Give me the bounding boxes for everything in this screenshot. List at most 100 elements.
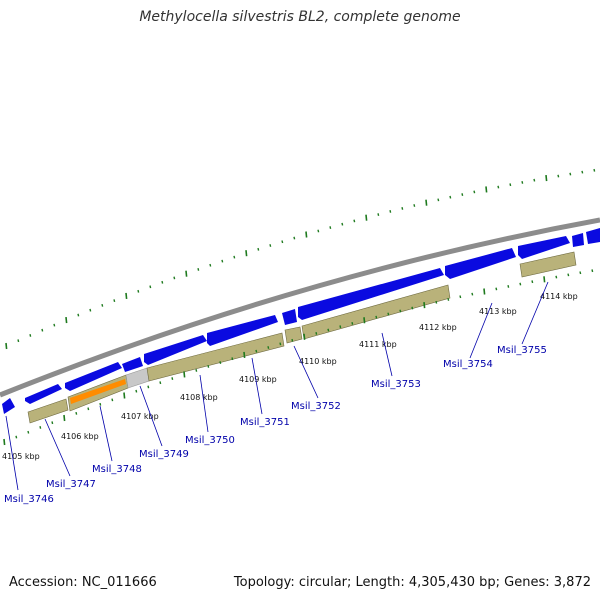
gene-label[interactable]: Msil_3751 [240, 417, 290, 428]
cds-bars [27, 251, 577, 424]
minor-tick [557, 174, 560, 178]
minor-tick [435, 300, 438, 304]
gene-arrows [2, 228, 600, 414]
minor-tick [555, 275, 558, 279]
minor-tick [533, 178, 536, 182]
cds-bar[interactable] [284, 326, 303, 344]
minor-tick [233, 255, 236, 259]
map-title: Methylocella silvestris BL2, complete ge… [139, 9, 461, 25]
major-tick [185, 270, 188, 277]
gene-arrow[interactable] [298, 268, 444, 320]
minor-tick [39, 426, 42, 429]
minor-tick [461, 193, 464, 196]
minor-tick [459, 295, 462, 299]
major-tick [485, 186, 488, 193]
minor-tick [221, 259, 224, 263]
minor-tick [219, 361, 222, 364]
minor-tick [447, 298, 450, 301]
minor-tick [27, 430, 30, 434]
accession-text: Accession: NC_011666 [9, 575, 157, 590]
minor-tick [89, 308, 92, 312]
minor-tick [519, 282, 522, 286]
gene-label[interactable]: Msil_3749 [139, 449, 189, 460]
gene-arrow[interactable] [65, 362, 122, 391]
major-tick [483, 288, 486, 295]
minor-tick [149, 285, 152, 289]
major-tick [365, 214, 368, 221]
minor-tick [389, 210, 392, 213]
leader-line [293, 345, 319, 399]
leader-line [199, 374, 209, 433]
leader-line [44, 418, 71, 477]
kbp-label: 4114 kbp [540, 292, 578, 301]
gene-label[interactable]: Msil_3754 [443, 359, 493, 370]
minor-tick [591, 269, 594, 273]
minor-tick [209, 263, 212, 267]
genome-backbone [0, 217, 600, 398]
minor-tick [413, 204, 416, 207]
gene-label[interactable]: Msil_3748 [92, 464, 142, 475]
minor-tick [329, 226, 332, 229]
gene-label[interactable]: Msil_3755 [497, 345, 547, 356]
major-tick [363, 317, 366, 324]
minor-tick [437, 198, 440, 202]
gene-arrow[interactable] [572, 233, 584, 247]
minor-tick [29, 333, 32, 337]
gene-label[interactable]: Msil_3750 [185, 435, 235, 446]
gene-arrow[interactable] [282, 309, 297, 325]
kbp-label: 4108 kbp [180, 393, 218, 402]
kbp-label: 4107 kbp [121, 412, 159, 421]
minor-tick [579, 271, 582, 275]
gene-arrow[interactable] [144, 335, 207, 365]
minor-tick [101, 303, 104, 307]
major-tick [123, 392, 126, 399]
minor-tick [111, 398, 114, 402]
gene-arrow[interactable] [122, 357, 143, 372]
minor-tick [41, 328, 44, 332]
minor-tick [161, 280, 164, 284]
cds-bar[interactable] [27, 398, 69, 424]
gene-label[interactable]: Msil_3746 [4, 494, 54, 505]
minor-tick [327, 328, 330, 332]
leader-line [381, 332, 393, 377]
gene-leader-lines [5, 281, 549, 491]
major-tick [545, 175, 548, 182]
minor-tick [593, 168, 596, 172]
gene-arrow[interactable] [25, 384, 62, 404]
gene-label[interactable]: Msil_3753 [371, 379, 421, 390]
major-tick [65, 316, 68, 324]
minor-tick [281, 240, 284, 244]
minor-tick [231, 357, 234, 361]
outer-tick-marks [5, 168, 596, 350]
minor-tick [269, 244, 272, 247]
kbp-label: 4109 kbp [239, 375, 277, 384]
gene-arrow[interactable] [207, 315, 278, 346]
cds-bar[interactable] [146, 332, 285, 382]
gene-arrow[interactable] [445, 248, 516, 279]
minor-tick [581, 170, 584, 174]
leader-line [99, 405, 113, 462]
minor-tick [99, 402, 102, 406]
gene-label[interactable]: Msil_3752 [291, 401, 341, 412]
minor-tick [375, 315, 378, 319]
minor-tick [279, 342, 282, 346]
minor-tick [291, 338, 294, 342]
gene-arrow[interactable] [518, 236, 570, 259]
kbp-label: 4105 kbp [2, 452, 40, 461]
cds-bar[interactable] [519, 251, 577, 278]
minor-tick [197, 267, 200, 271]
minor-tick [147, 385, 150, 389]
minor-tick [53, 323, 56, 327]
minor-tick [411, 306, 414, 310]
leader-line [251, 357, 263, 415]
minor-tick [171, 377, 174, 380]
gene-arrow[interactable] [586, 228, 600, 244]
gene-label[interactable]: Msil_3747 [46, 479, 96, 490]
rna-bar[interactable] [70, 379, 126, 404]
minor-tick [135, 389, 138, 393]
grey-feature[interactable] [125, 367, 150, 389]
minor-tick [267, 346, 270, 349]
minor-tick [293, 236, 296, 240]
minor-tick [257, 247, 260, 251]
gene-arrow[interactable] [2, 398, 15, 414]
